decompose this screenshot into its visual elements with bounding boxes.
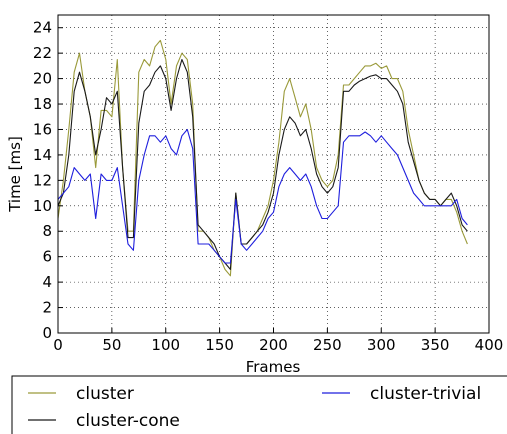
x-axis-label: Frames bbox=[246, 358, 301, 376]
y-tick-label: 12 bbox=[33, 171, 52, 189]
y-tick-label: 18 bbox=[33, 95, 52, 113]
y-tick-label: 20 bbox=[33, 70, 52, 88]
x-tick-label: 300 bbox=[367, 336, 396, 354]
y-tick-label: 14 bbox=[33, 146, 52, 164]
series-layer bbox=[57, 39, 468, 277]
x-tick-label: 100 bbox=[151, 336, 180, 354]
x-tick-label: 250 bbox=[313, 336, 342, 354]
y-tick-label: 22 bbox=[33, 44, 52, 62]
series-line-cluster-trivial bbox=[57, 128, 468, 264]
y-tick-label: 6 bbox=[42, 248, 52, 266]
x-tick-label: 150 bbox=[205, 336, 234, 354]
series-line-cluster bbox=[57, 39, 468, 277]
y-axis-label: Time [ms] bbox=[6, 136, 24, 213]
legend-label-cluster-cone: cluster-cone bbox=[76, 411, 180, 431]
legend-label-cluster: cluster bbox=[76, 384, 134, 404]
series-line-cluster-cone bbox=[57, 58, 468, 270]
x-tick-label: 400 bbox=[475, 336, 504, 354]
x-axis-ticks: 0 50 100 150 200 250 300 350 400 bbox=[53, 328, 503, 354]
y-tick-label: 2 bbox=[42, 299, 52, 317]
x-tick-label: 0 bbox=[53, 336, 63, 354]
x-tick-label: 50 bbox=[102, 336, 121, 354]
x-tick-label: 200 bbox=[259, 336, 288, 354]
y-tick-label: 24 bbox=[33, 19, 52, 37]
y-tick-label: 4 bbox=[42, 273, 52, 291]
y-tick-label: 8 bbox=[42, 222, 52, 240]
y-tick-label: 10 bbox=[33, 197, 52, 215]
x-tick-label: 350 bbox=[421, 336, 450, 354]
y-tick-label: 16 bbox=[33, 120, 52, 138]
legend-frame bbox=[11, 375, 507, 434]
y-tick-label: 0 bbox=[42, 324, 52, 342]
legend-label-cluster-trivial: cluster-trivial bbox=[370, 384, 481, 404]
legend: cluster cluster-cone cluster-trivial bbox=[11, 375, 507, 434]
